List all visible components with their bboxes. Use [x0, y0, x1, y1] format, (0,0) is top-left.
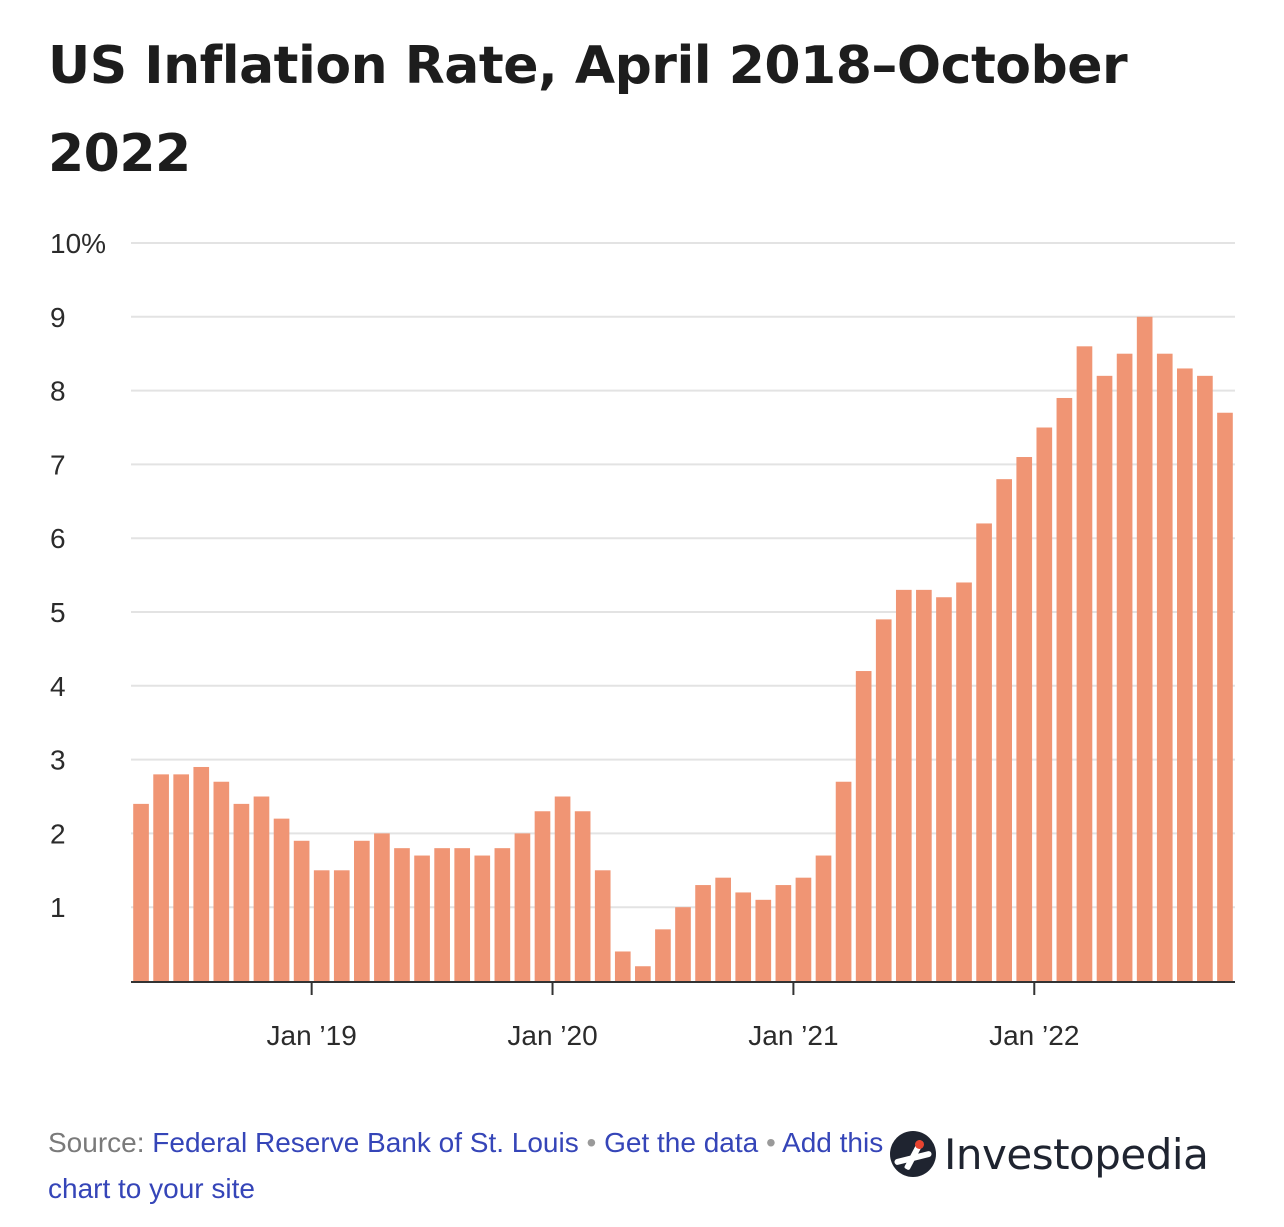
bar-2018-05	[153, 774, 169, 981]
bar-2022-09	[1197, 375, 1213, 982]
bar-2018-06	[173, 774, 190, 981]
bar-2020-11	[755, 899, 772, 981]
bar-2022-08	[1176, 368, 1193, 982]
bar-2020-02	[574, 811, 591, 981]
logo-text: Investopedia	[944, 1129, 1209, 1179]
x-tick-label: Jan ’21	[748, 1020, 838, 1051]
bar-2021-06	[895, 589, 912, 981]
bar-2021-10	[976, 523, 992, 981]
tick-labels: 1 2 3 4 5 6 7 8 9 10% Jan ’19 Jan ’20 Jan ’21 Jan ’22	[50, 228, 1079, 1051]
bar-2020-04	[614, 951, 631, 981]
chart-title: US Inflation Rate, April 2018–October 20…	[48, 36, 1128, 184]
y-tick-label: 6	[50, 523, 66, 554]
bar-2019-06	[414, 855, 430, 981]
bar-2019-09	[474, 855, 491, 981]
bar-2022-04	[1096, 375, 1113, 982]
y-tick-label: 1	[50, 892, 66, 923]
y-tick-label: 2	[50, 818, 66, 849]
bar-2022-07	[1156, 353, 1173, 981]
source-prefix: Source:	[48, 1127, 145, 1158]
y-tick-label: 7	[50, 449, 66, 480]
bar-chart: 1 2 3 4 5 6 7 8 9 10% Jan ’19 Jan ’20 Jan ’21 Jan ’22	[50, 228, 1235, 1051]
bar-2020-10	[735, 892, 752, 981]
investopedia-logo[interactable]: Investopedia	[890, 1122, 1209, 1186]
bar-2021-04	[855, 671, 872, 981]
add-chart-link[interactable]: Add this chart to your site	[48, 1127, 884, 1204]
bar-2018-09	[233, 803, 250, 981]
bar-2018-11	[273, 818, 290, 981]
get-data-link[interactable]: Get the data	[604, 1127, 759, 1158]
x-axis	[131, 981, 1235, 995]
bar-2021-11	[996, 479, 1012, 981]
bar-2020-07	[675, 907, 691, 981]
separator: •	[586, 1127, 597, 1158]
y-tick-label: 3	[50, 745, 66, 776]
separator: •	[766, 1127, 776, 1158]
bar-2022-01	[1036, 427, 1053, 981]
bar-2019-01	[313, 870, 330, 981]
y-tick-label: 10%	[50, 228, 106, 259]
x-tick-label: Jan ’19	[267, 1020, 357, 1051]
bar-2018-07	[193, 766, 210, 981]
bar-2022-10	[1217, 412, 1233, 981]
bar-2021-12	[1016, 457, 1033, 981]
bar-2021-08	[936, 597, 952, 981]
bar-2018-10	[253, 796, 270, 981]
bar-2019-07	[434, 848, 450, 981]
bar-2022-03	[1076, 346, 1093, 981]
bar-2018-08	[213, 781, 230, 981]
bar-2019-05	[394, 848, 410, 981]
bar-2020-09	[715, 877, 731, 981]
bar-2022-02	[1056, 397, 1073, 982]
investopedia-logo-icon	[890, 1131, 936, 1177]
bar-2022-06	[1136, 316, 1153, 981]
bar-2021-05	[875, 619, 892, 981]
bar-2019-10	[494, 848, 511, 981]
bar-2019-11	[514, 833, 531, 981]
bar-2019-03	[354, 840, 370, 981]
bar-2021-09	[956, 582, 972, 981]
bar-2019-02	[333, 870, 350, 981]
bar-2018-04	[133, 803, 149, 981]
bars	[133, 316, 1233, 982]
bar-2020-08	[695, 885, 711, 981]
source-link[interactable]: Federal Reserve Bank of St. Louis	[152, 1127, 579, 1158]
bar-2020-01	[554, 796, 571, 981]
bar-2020-03	[594, 870, 611, 981]
bar-2018-12	[293, 840, 310, 981]
x-tick-label: Jan ’22	[989, 1020, 1079, 1051]
x-tick-label: Jan ’20	[507, 1020, 597, 1051]
y-tick-label: 5	[50, 597, 66, 628]
bar-2020-12	[775, 885, 792, 981]
bar-2021-02	[815, 855, 832, 981]
bar-2020-05	[635, 966, 651, 981]
y-tick-label: 8	[50, 376, 66, 407]
bar-2021-07	[916, 589, 932, 981]
bar-2019-08	[454, 848, 471, 981]
bar-2021-01	[795, 877, 812, 981]
y-tick-label: 9	[50, 302, 66, 333]
bar-2021-03	[835, 781, 852, 981]
y-tick-label: 4	[50, 671, 66, 702]
bar-2019-12	[534, 811, 551, 981]
bar-2022-05	[1116, 353, 1133, 981]
chart-footer: Source: Federal Reserve Bank of St. Loui…	[48, 1120, 888, 1212]
bar-2020-06	[655, 929, 671, 981]
bar-2019-04	[374, 833, 390, 981]
